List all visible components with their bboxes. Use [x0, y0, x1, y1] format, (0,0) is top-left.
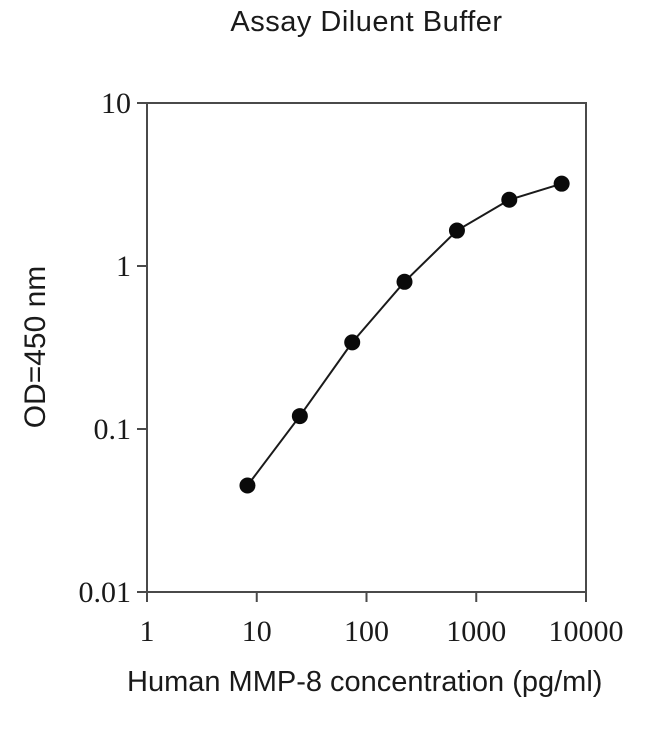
y-axis-tick-label: 1	[116, 250, 131, 283]
y-axis-tick-label: 10	[101, 87, 131, 120]
x-axis-tick-label: 100	[344, 615, 389, 648]
data-point	[553, 175, 570, 192]
y-axis-tick-label: 0.1	[94, 413, 132, 446]
y-axis-tick-label: 0.01	[79, 576, 132, 609]
plot-frame	[146, 102, 587, 593]
data-point	[239, 477, 256, 494]
data-point	[501, 191, 518, 208]
x-axis-title: Human MMP-8 concentration (pg/ml)	[127, 666, 603, 698]
x-axis-tick-label: 10000	[549, 615, 624, 648]
data-point	[344, 334, 361, 351]
data-point	[396, 273, 413, 290]
data-point	[448, 222, 465, 239]
y-axis-title: OD=450 nm	[19, 265, 52, 429]
chart-title: Assay Diluent Buffer	[230, 6, 503, 38]
x-axis-tick-label: 1000	[446, 615, 506, 648]
data-point	[291, 408, 308, 425]
series-line	[246, 182, 562, 487]
x-axis-tick-label: 1	[140, 615, 155, 648]
x-axis-tick-label: 10	[242, 615, 272, 648]
